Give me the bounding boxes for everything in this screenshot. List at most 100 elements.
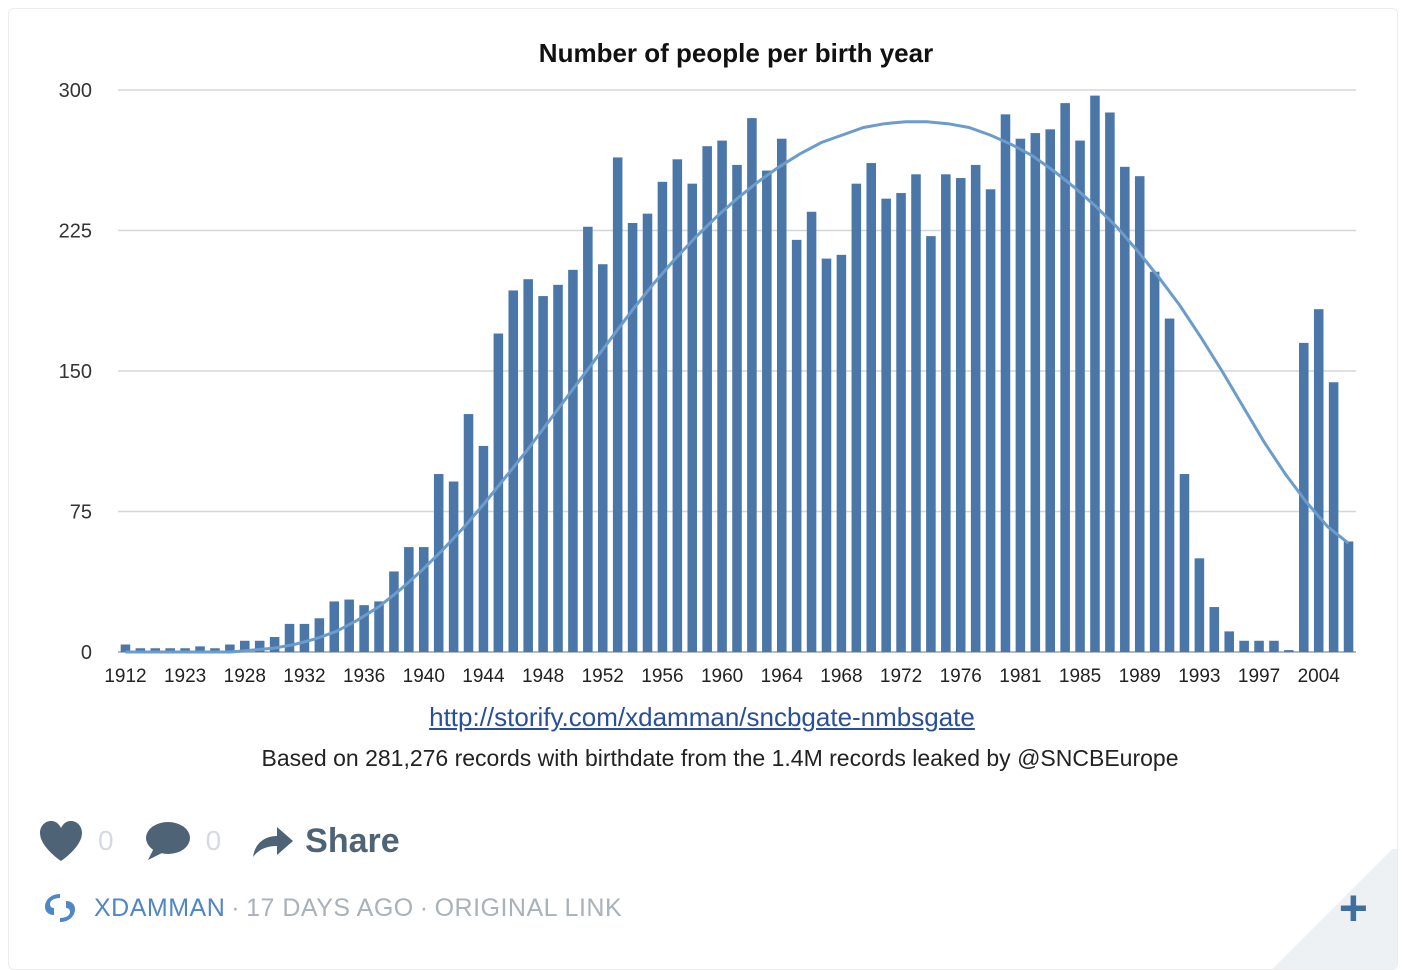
chart-title: Number of people per birth year — [539, 38, 933, 68]
x-tick-label-1948: 1948 — [522, 666, 564, 687]
storify-logo-icon — [45, 894, 75, 922]
bar-1944 — [597, 264, 608, 652]
bar-1939 — [523, 279, 533, 652]
x-tick-label-1976: 1976 — [940, 666, 982, 687]
bar-1962 — [866, 163, 877, 652]
story-footer: XDAMMAN · 17 DAYS AGO · ORIGINAL LINK — [40, 890, 622, 926]
y-tick-label-3: 225 — [59, 221, 92, 243]
bar-1936 — [478, 445, 489, 652]
bar-1921 — [254, 640, 265, 652]
comment-button[interactable]: 0 — [144, 820, 222, 862]
x-tick-label-1993: 1993 — [1178, 666, 1220, 687]
bar-1961 — [851, 183, 862, 652]
bar-1935 — [463, 414, 474, 652]
x-tick-label-1997: 1997 — [1238, 666, 1280, 687]
bar-1985 — [1209, 607, 1220, 652]
bar-1974 — [1045, 129, 1056, 653]
birth-year-bar-chart: Number of people per birth year 0 75 150 225… — [59, 38, 1356, 687]
bar-1971 — [1000, 114, 1011, 652]
bar-1982 — [1164, 318, 1175, 652]
bar-1933 — [433, 474, 444, 652]
x-tick-label-1952: 1952 — [582, 666, 624, 687]
bar-1953 — [732, 164, 742, 652]
bar-1922 — [269, 637, 280, 652]
bar-1925 — [314, 618, 325, 652]
x-tick-label-1989: 1989 — [1119, 666, 1161, 687]
add-plus-button[interactable]: + — [1338, 880, 1368, 936]
bar-1931 — [404, 547, 414, 652]
post-age: 17 DAYS AGO — [246, 893, 414, 922]
bar-1929 — [374, 601, 384, 652]
bar-1979 — [1120, 166, 1130, 652]
bar-1983 — [1179, 474, 1190, 652]
bar-1934 — [448, 481, 459, 652]
bar-1957 — [791, 239, 802, 652]
action-bar: 0 0 Share — [38, 818, 430, 864]
x-tick-label-1944: 1944 — [462, 666, 505, 687]
bar-1940 — [538, 296, 548, 652]
bar-1951 — [702, 146, 712, 652]
author-link[interactable]: XDAMMAN — [94, 893, 226, 922]
bar-1915 — [165, 648, 175, 652]
bar-1914 — [150, 648, 161, 652]
bar-1981 — [1149, 271, 1160, 652]
bar-1919 — [225, 644, 235, 652]
x-tick-label-1936: 1936 — [343, 666, 385, 687]
share-button[interactable]: Share — [251, 822, 400, 861]
footer-separator: · — [231, 893, 241, 922]
x-tick-label-1960: 1960 — [701, 666, 743, 687]
y-tick-label-0: 0 — [81, 642, 92, 664]
x-tick-label-1972: 1972 — [880, 666, 922, 687]
bar-1984 — [1194, 558, 1205, 652]
original-link[interactable]: ORIGINAL LINK — [434, 893, 623, 922]
x-tick-label-1968: 1968 — [820, 666, 862, 687]
source-link[interactable]: http://storify.com/xdamman/sncbgate-nmbs… — [429, 702, 975, 732]
share-arrow-icon — [253, 827, 294, 857]
bar-1973 — [1030, 133, 1041, 652]
bar-1993 — [1328, 382, 1339, 652]
bar-1918 — [210, 648, 220, 652]
like-count: 0 — [98, 825, 114, 856]
bar-1932 — [418, 547, 429, 652]
bar-1964 — [896, 193, 906, 653]
bar-1941 — [553, 284, 563, 652]
bar-1926 — [329, 601, 340, 652]
like-button[interactable]: 0 — [38, 820, 114, 862]
bar-1938 — [508, 290, 519, 652]
bar-1942 — [568, 269, 578, 652]
x-tick-label-1981: 1981 — [999, 666, 1041, 687]
bar-1923 — [284, 623, 295, 652]
x-tick-label-1912: 1912 — [104, 666, 146, 687]
bar-1913 — [135, 648, 146, 652]
bar-1970 — [985, 189, 996, 652]
comment-count: 0 — [205, 825, 222, 856]
bar-1972 — [1015, 138, 1026, 652]
bar-1994 — [1343, 541, 1354, 652]
bar-1945 — [612, 157, 623, 652]
heart-icon — [40, 821, 82, 861]
bar-1987 — [1239, 640, 1249, 652]
bar-1959 — [821, 258, 832, 652]
bar-1963 — [881, 198, 891, 653]
bar-1950 — [687, 183, 698, 652]
bar-1978 — [1105, 112, 1115, 653]
bar-1966 — [926, 236, 936, 652]
bar-1968 — [955, 178, 966, 652]
bar-1967 — [941, 174, 951, 653]
bar-1930 — [389, 571, 399, 652]
bar-1920 — [240, 640, 250, 652]
chart-caption: Based on 281,276 records with birthdate … — [261, 745, 1179, 771]
bar-1990 — [1284, 650, 1294, 652]
bar-1954 — [747, 118, 757, 653]
footer-separator-2: · — [419, 893, 429, 922]
bar-1988 — [1254, 640, 1264, 652]
bar-1956 — [776, 138, 787, 652]
bar-1958 — [806, 211, 817, 652]
bar-1955 — [762, 170, 772, 652]
bar-1960 — [836, 254, 847, 652]
bar-1937 — [493, 333, 504, 652]
bar-1947 — [642, 213, 653, 652]
x-tick-label-1928: 1928 — [224, 666, 266, 687]
y-tick-label-2: 150 — [59, 361, 92, 383]
bar-1975 — [1060, 103, 1070, 652]
